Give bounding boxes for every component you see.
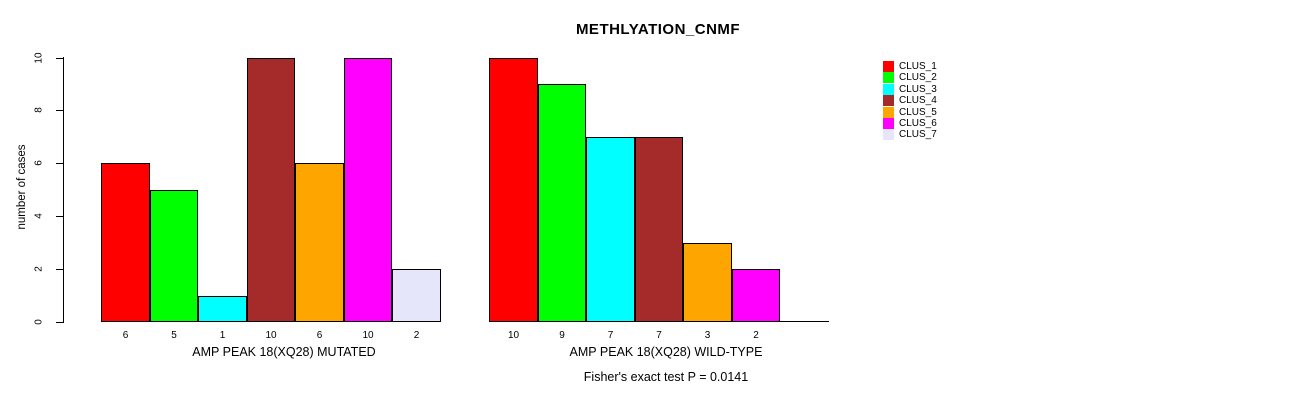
bar bbox=[732, 269, 780, 322]
fisher-test-note: Fisher's exact test P = 0.0141 bbox=[583, 370, 749, 384]
y-tick-label: 6 bbox=[33, 160, 45, 166]
legend-item: CLUS_6 bbox=[883, 118, 937, 129]
y-tick bbox=[56, 58, 63, 59]
bar bbox=[344, 58, 392, 322]
bar-label: 6 bbox=[122, 330, 129, 341]
y-tick-label: 4 bbox=[33, 213, 45, 219]
y-tick-label: 0 bbox=[33, 319, 45, 325]
y-tick bbox=[56, 269, 63, 270]
legend-label: CLUS_7 bbox=[899, 129, 937, 141]
y-axis-label: number of cases bbox=[16, 144, 28, 230]
bar bbox=[635, 137, 683, 322]
y-tick bbox=[56, 110, 63, 111]
y-axis-line bbox=[63, 57, 64, 323]
legend-swatch bbox=[883, 129, 894, 141]
bar-label: 5 bbox=[171, 330, 177, 341]
bar bbox=[247, 58, 295, 322]
legend-swatch bbox=[883, 83, 894, 95]
y-tick bbox=[56, 163, 63, 164]
group-caption-mutated: AMP PEAK 18(XQ28) MUTATED bbox=[192, 345, 376, 359]
bar-label: 7 bbox=[656, 330, 662, 341]
legend-item: CLUS_4 bbox=[883, 95, 937, 107]
legend-label: CLUS_4 bbox=[899, 95, 937, 107]
bar-label: 1 bbox=[219, 330, 226, 341]
bar bbox=[683, 243, 732, 322]
legend-swatch bbox=[883, 106, 894, 118]
bar-label: 2 bbox=[753, 330, 759, 341]
group-caption-wildtype: AMP PEAK 18(XQ28) WILD-TYPE bbox=[569, 345, 763, 359]
bar-label: 10 bbox=[265, 330, 277, 341]
bar-label: 10 bbox=[362, 330, 374, 341]
bar-zero-line bbox=[780, 321, 829, 322]
legend-item: CLUS_7 bbox=[883, 129, 937, 141]
y-tick-label: 8 bbox=[33, 107, 45, 113]
bar-label: 7 bbox=[607, 330, 614, 341]
legend-label: CLUS_5 bbox=[899, 106, 937, 118]
legend-item: CLUS_2 bbox=[883, 72, 937, 84]
y-tick-label: 10 bbox=[33, 52, 45, 64]
bar-label: 3 bbox=[704, 330, 711, 341]
legend-swatch bbox=[883, 118, 894, 129]
bar bbox=[295, 163, 344, 322]
y-tick-label: 2 bbox=[33, 266, 45, 272]
legend-swatch bbox=[883, 72, 894, 84]
bar bbox=[586, 137, 635, 322]
legend-label: CLUS_1 bbox=[899, 61, 937, 72]
chart-title: METHLYATION_CNMF bbox=[575, 21, 741, 38]
legend-label: CLUS_2 bbox=[899, 72, 937, 84]
bar-label: 10 bbox=[507, 330, 520, 341]
bar-label: 2 bbox=[413, 330, 420, 341]
legend-swatch bbox=[883, 95, 894, 107]
bar bbox=[392, 269, 441, 322]
bar bbox=[489, 58, 538, 322]
bar bbox=[198, 296, 247, 322]
y-tick bbox=[56, 216, 63, 217]
bar bbox=[101, 163, 150, 322]
legend-label: CLUS_6 bbox=[899, 118, 937, 129]
bar bbox=[538, 84, 586, 322]
bar-label: 6 bbox=[316, 330, 323, 341]
legend-item: CLUS_5 bbox=[883, 106, 937, 118]
legend-label: CLUS_3 bbox=[899, 83, 937, 95]
legend-item: CLUS_1 bbox=[883, 61, 937, 72]
legend-item: CLUS_3 bbox=[883, 83, 937, 95]
bar-label: 9 bbox=[559, 330, 565, 341]
y-tick bbox=[56, 322, 63, 323]
bar bbox=[150, 190, 198, 322]
legend-swatch bbox=[883, 61, 894, 72]
